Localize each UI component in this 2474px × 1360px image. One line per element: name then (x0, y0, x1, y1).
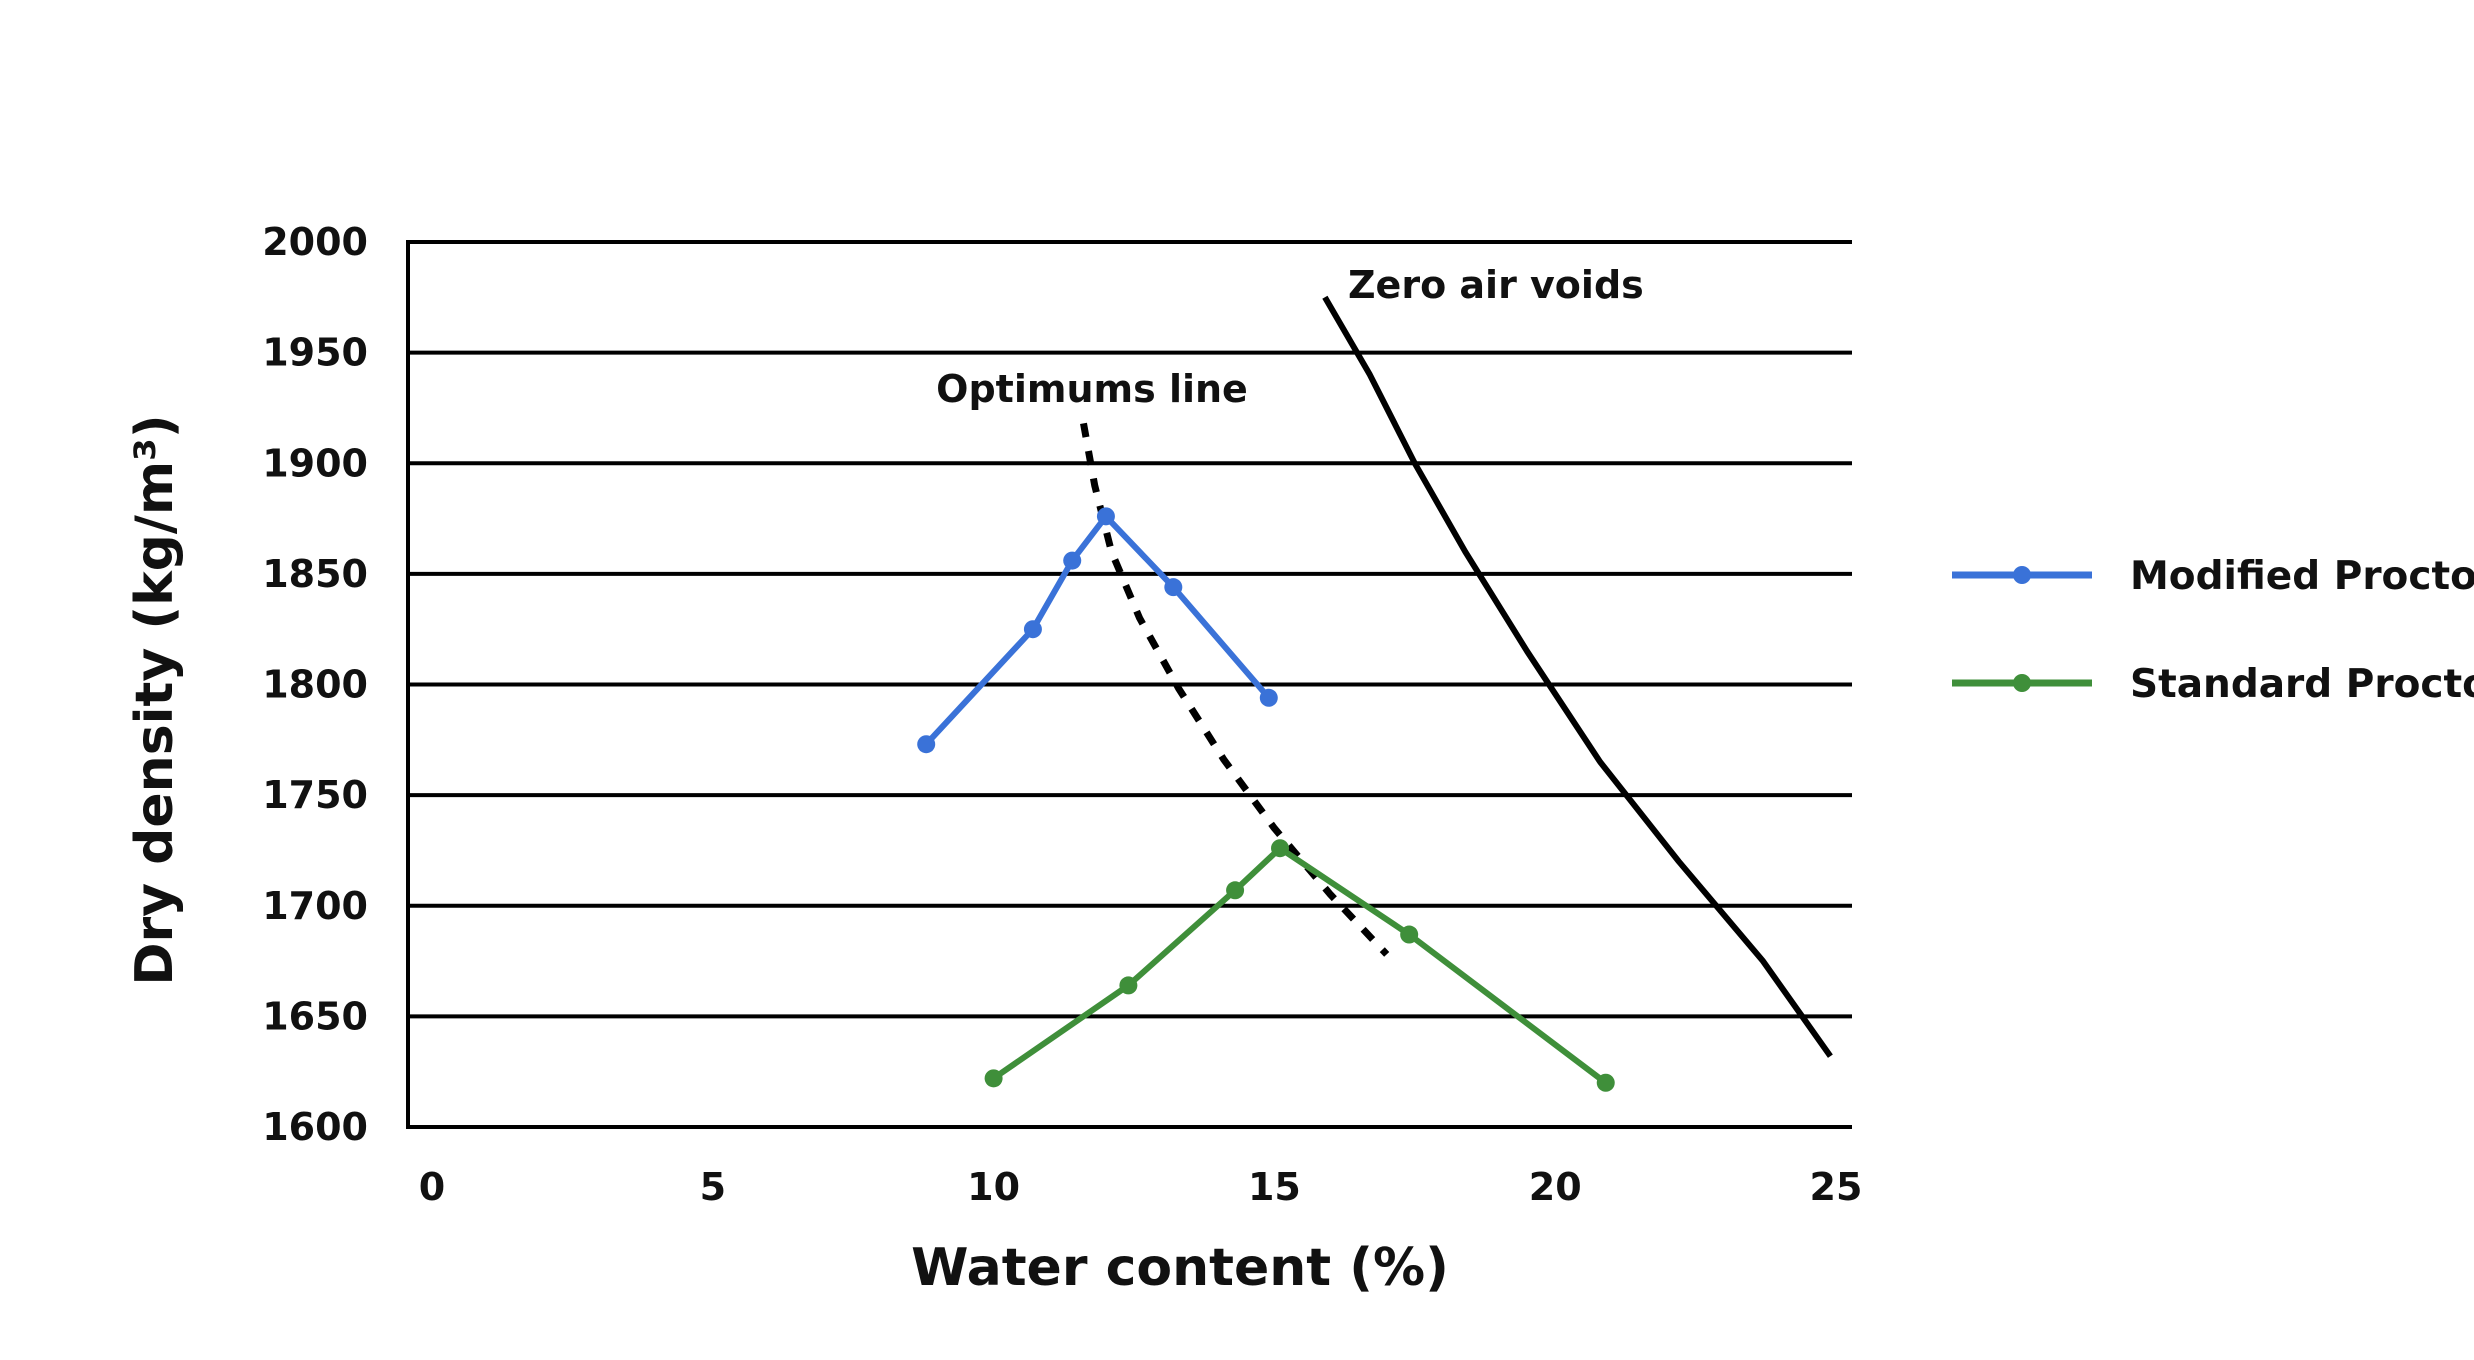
grid-lines (406, 240, 1852, 1129)
legend: Modified Proctor Standard Proctor (1952, 554, 2474, 707)
x-axis-title: Water content (%) (911, 1238, 1449, 1298)
data-point (1063, 551, 1082, 570)
data-point (1400, 925, 1419, 944)
y-tick-label: 1650 (262, 994, 368, 1038)
data-point (917, 735, 936, 754)
series-line (991, 845, 1608, 1086)
data-point (1119, 976, 1138, 995)
legend-label: Modified Proctor (2130, 554, 2474, 599)
legend-label: Standard Proctor (2130, 662, 2474, 707)
series-modified-proctor (917, 507, 1278, 754)
legend-item-modified-proctor: Modified Proctor (1952, 554, 2474, 599)
x-tick-label: 5 (700, 1165, 726, 1209)
y-axis-title: Dry density (kg/m³) (125, 414, 185, 985)
series-line (924, 513, 1272, 747)
series-standard-proctor (984, 839, 1615, 1092)
x-tick-label: 10 (967, 1165, 1020, 1209)
zero-air-voids-label: Zero air voids (1348, 263, 1644, 307)
y-tick-label: 1600 (262, 1105, 368, 1149)
reference-lines (1080, 295, 1833, 1058)
x-tick-label: 20 (1529, 1165, 1582, 1209)
annotations: Zero air voids Optimums line (936, 263, 1644, 411)
data-series (917, 507, 1615, 1092)
legend-marker (2013, 674, 2031, 692)
optimums-line-label: Optimums line (936, 367, 1248, 411)
y-tick-label: 1900 (262, 441, 368, 485)
data-point (1164, 578, 1183, 597)
optimums-line (1080, 422, 1390, 957)
legend-marker (2013, 566, 2031, 584)
x-tick-label: 0 (419, 1165, 445, 1209)
x-tick-labels: 0 5 10 15 20 25 (419, 1165, 1863, 1209)
data-point (1096, 507, 1115, 526)
x-tick-label: 25 (1810, 1165, 1863, 1209)
data-point (1596, 1073, 1615, 1092)
y-tick-label: 2000 (262, 220, 368, 264)
data-point (1271, 839, 1290, 858)
y-tick-label: 1950 (262, 331, 368, 375)
legend-item-standard-proctor: Standard Proctor (1952, 662, 2474, 707)
data-point (1226, 881, 1245, 900)
y-tick-label: 1750 (262, 773, 368, 817)
zero-air-voids-line (1322, 295, 1833, 1058)
data-point (1259, 688, 1278, 707)
y-tick-labels: 1600 1650 1700 1750 1800 1850 1900 1950 2000 (262, 220, 368, 1149)
data-point (1023, 620, 1042, 639)
y-tick-label: 1700 (262, 884, 368, 928)
y-tick-label: 1800 (262, 663, 368, 707)
x-tick-label: 15 (1248, 1165, 1301, 1209)
y-tick-label: 1850 (262, 552, 368, 596)
data-point (984, 1069, 1003, 1088)
